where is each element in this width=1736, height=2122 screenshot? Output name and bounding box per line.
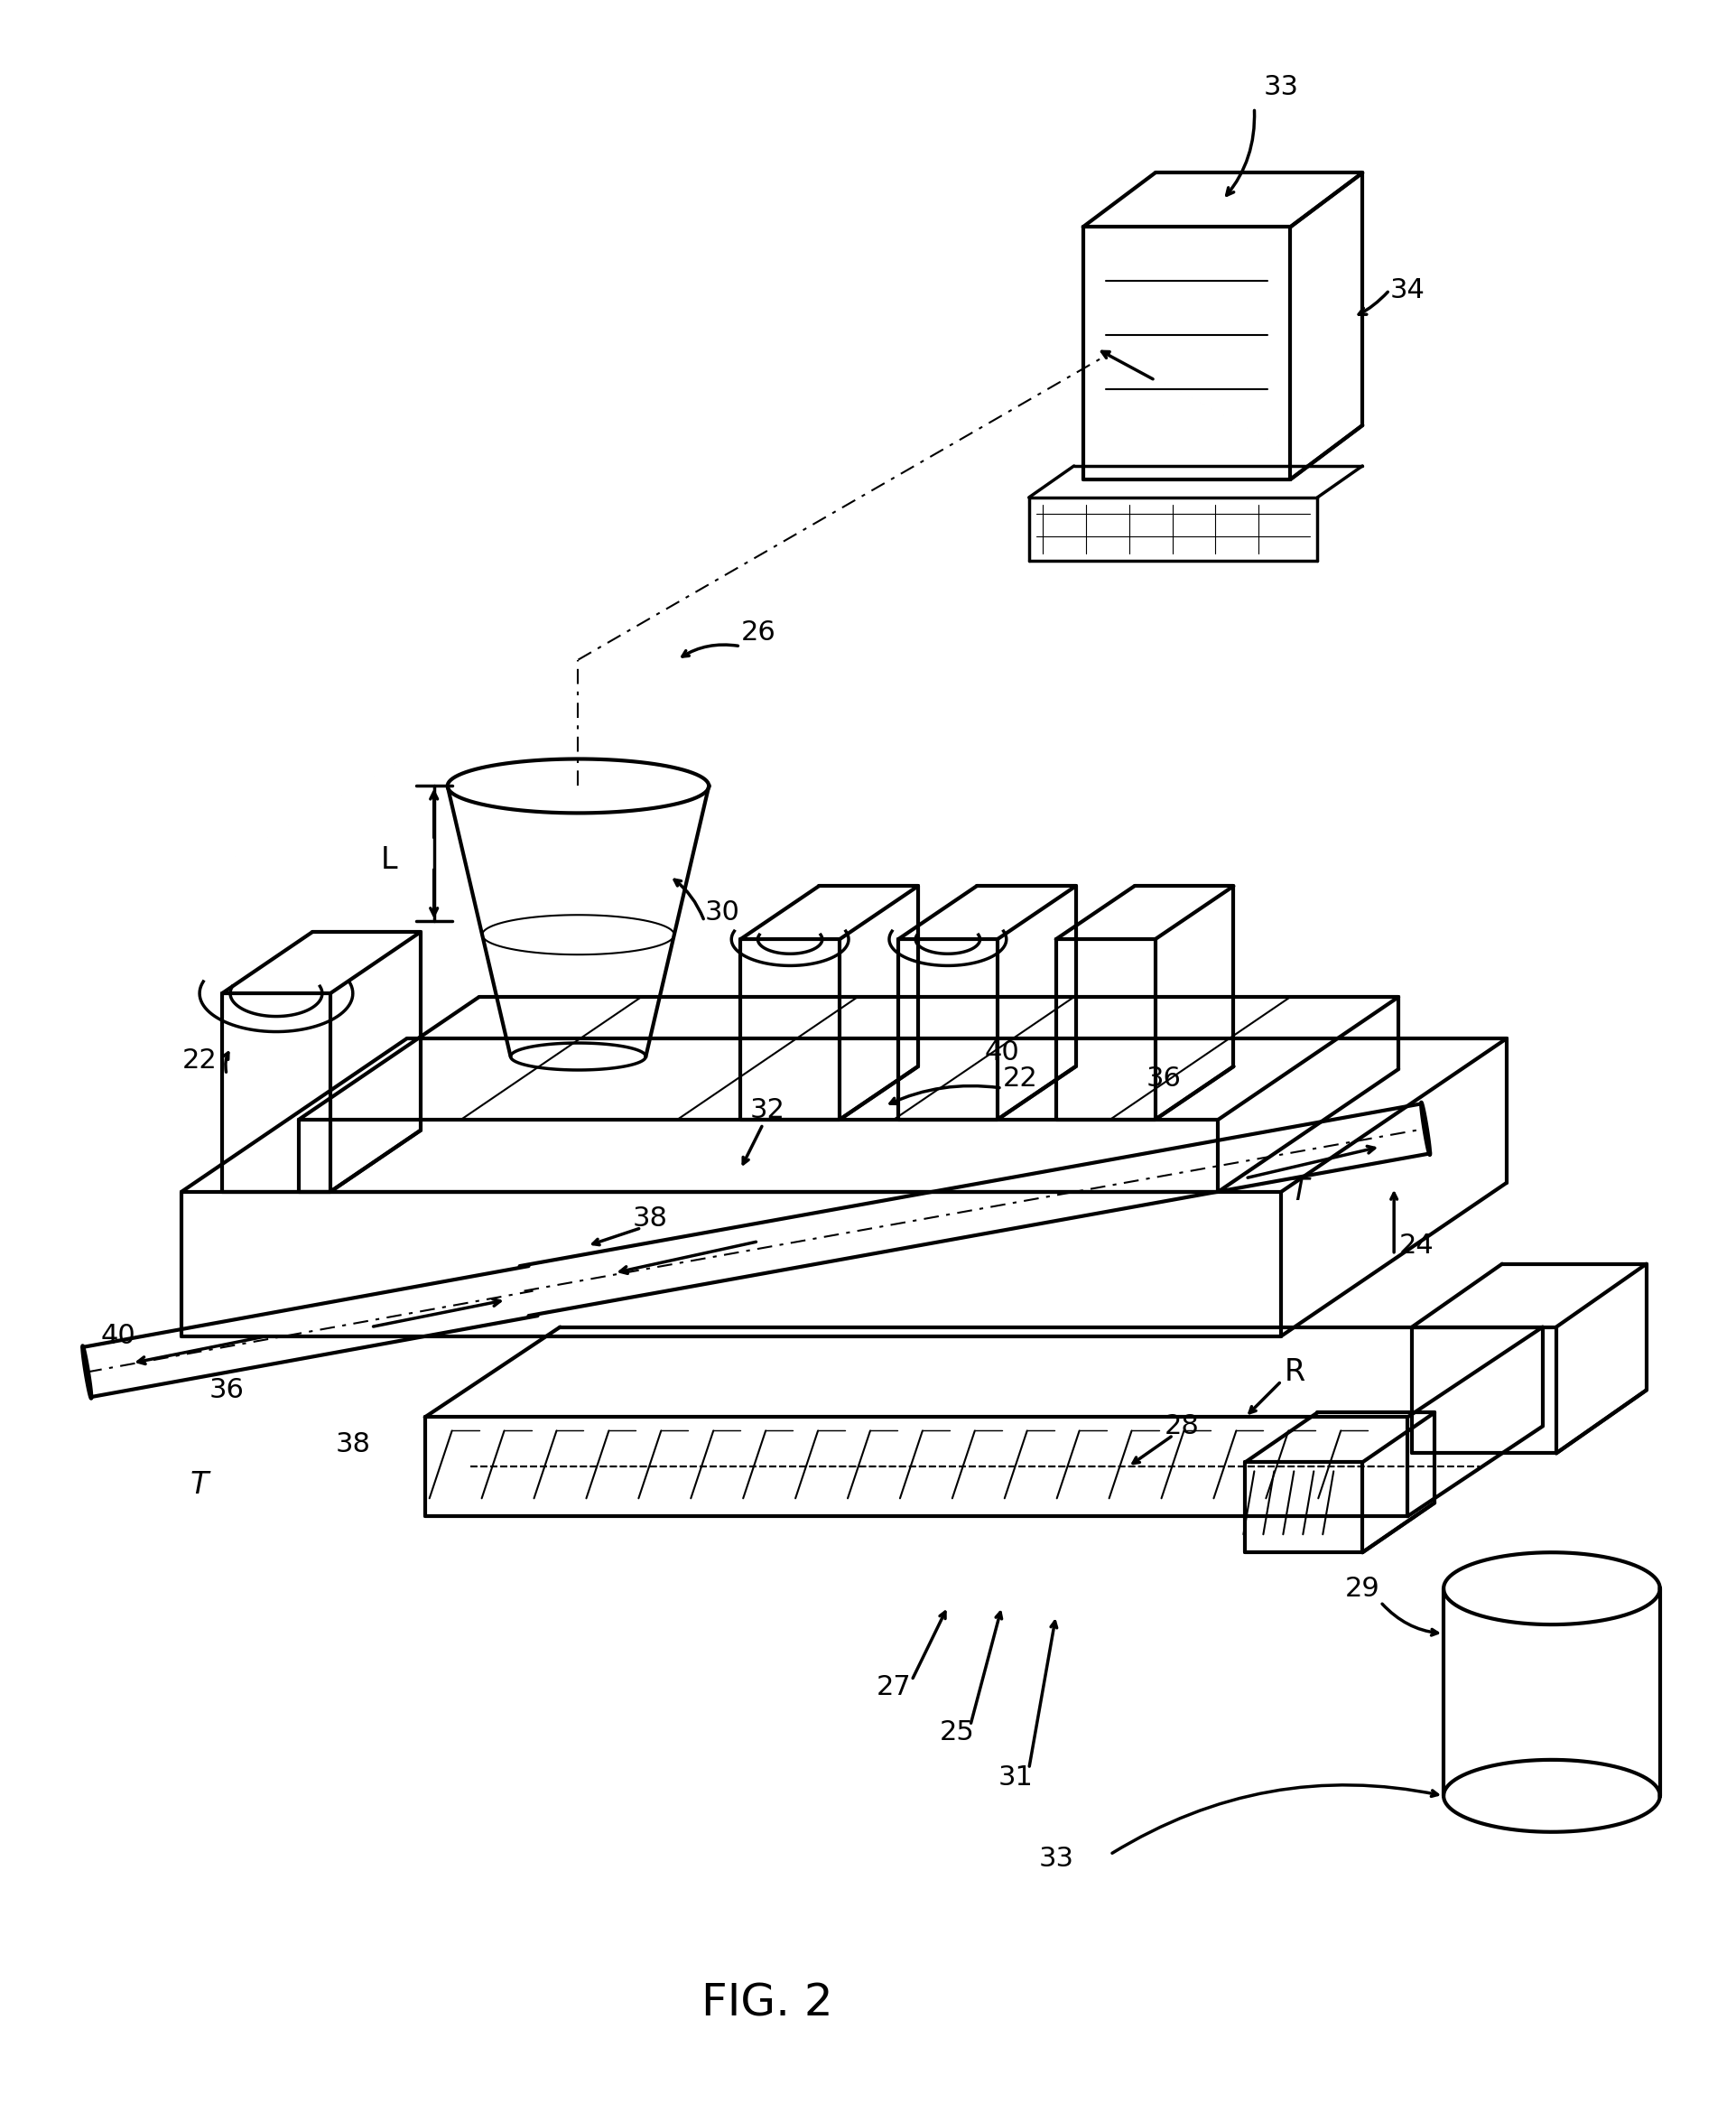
Text: 36: 36 (1146, 1065, 1182, 1093)
Text: 32: 32 (750, 1097, 785, 1125)
Text: 33: 33 (1038, 1846, 1073, 1872)
Text: T: T (191, 1471, 208, 1500)
Text: 30: 30 (705, 900, 740, 925)
Text: 40: 40 (984, 1040, 1019, 1065)
Text: 29: 29 (1345, 1575, 1380, 1602)
Text: 31: 31 (998, 1766, 1033, 1791)
Text: 26: 26 (741, 620, 776, 645)
Text: 36: 36 (208, 1377, 245, 1403)
Text: 40: 40 (101, 1322, 135, 1350)
Text: 22: 22 (1002, 1065, 1038, 1093)
Text: 28: 28 (1165, 1413, 1200, 1439)
Text: R: R (1285, 1358, 1305, 1388)
Text: 33: 33 (1264, 74, 1299, 100)
Text: 24: 24 (1399, 1233, 1434, 1258)
Text: L: L (380, 845, 398, 874)
Text: 25: 25 (939, 1719, 974, 1746)
Text: 38: 38 (335, 1430, 370, 1458)
Text: 27: 27 (877, 1674, 911, 1700)
Text: T: T (1290, 1178, 1309, 1207)
Text: FIG. 2: FIG. 2 (701, 1982, 833, 2024)
Text: 22: 22 (182, 1048, 217, 1074)
Text: 38: 38 (632, 1205, 668, 1233)
Text: 34: 34 (1391, 278, 1425, 303)
